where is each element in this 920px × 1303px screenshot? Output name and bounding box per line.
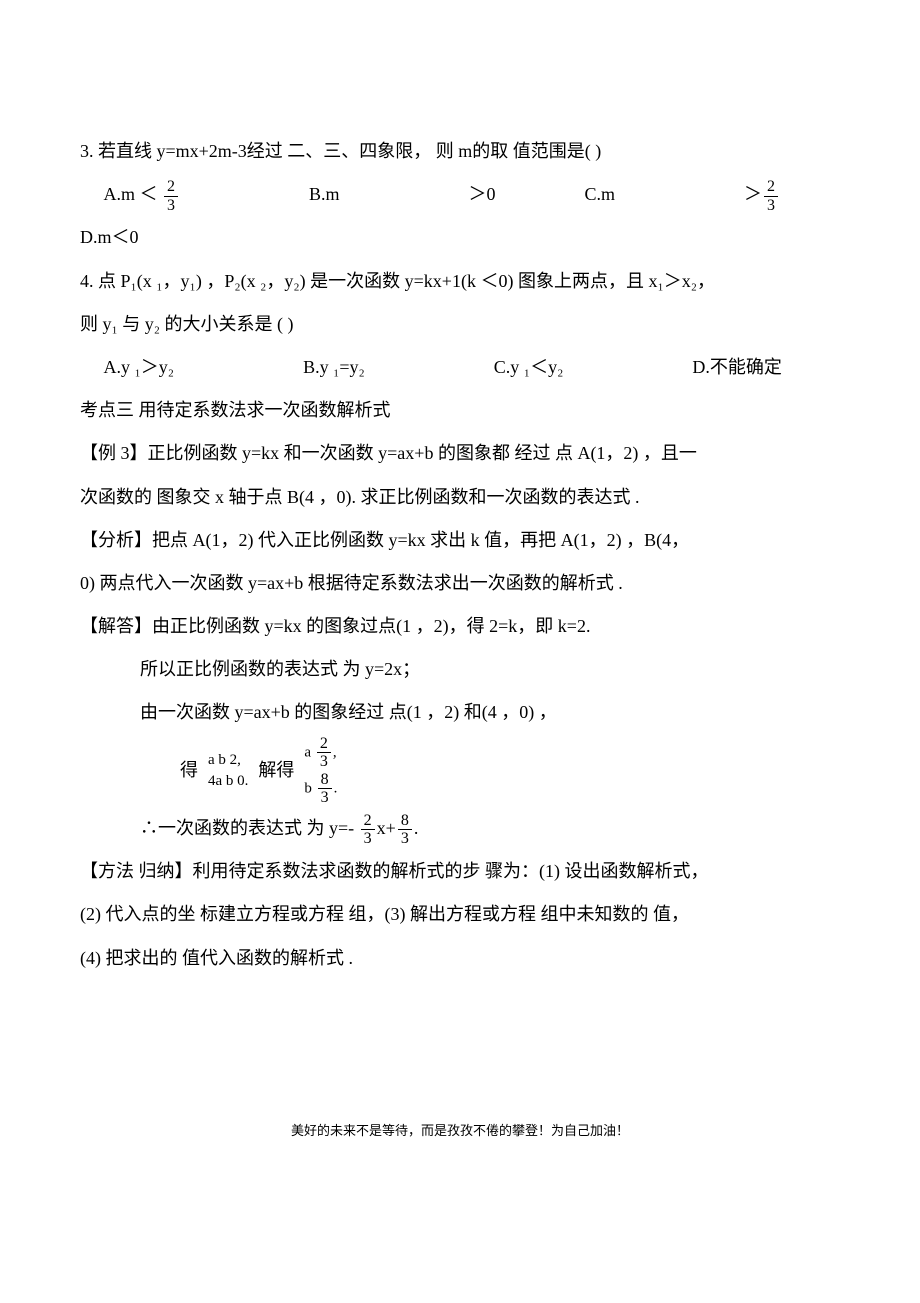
- q3-B-tail: ＞0: [469, 184, 496, 204]
- q3-A-frac: 23: [164, 178, 178, 214]
- q4-line2: 则 y₁ 与 y₂ 的大小关系是 ( ): [80, 303, 840, 346]
- ex3-l2: 次函数的 图象交 x 轴于点 B(4 ，0). 求正比例函数和一次函数的表达式 …: [80, 476, 840, 519]
- res-frac2: 83: [398, 812, 412, 848]
- ex3-result: ∴一次函数的表达式 为 y=- 23x+83.: [80, 807, 840, 850]
- eq-group-1: a b 2, 4a b 0.: [208, 750, 248, 792]
- q3-D: D.m＜0: [80, 216, 840, 259]
- ex3-solve-2: 所以正比例函数的表达式 为 y=2x；: [80, 648, 840, 691]
- q3-C-tail: ＞: [744, 184, 762, 204]
- res-frac1: 23: [361, 812, 375, 848]
- q3-C-frac: 23: [764, 178, 778, 214]
- q4-C: C.y ₁＜y₂: [494, 357, 564, 377]
- topic3-heading: 考点三 用待定系数法求一次函数解析式: [80, 389, 840, 432]
- q3-options-row1: A.m ＜ 23 B.m ＞0 C.m ＞23: [80, 173, 840, 216]
- ex3-l1: 【例 3】正比例函数 y=kx 和一次函数 y=ax+b 的图象都 经过 点 A…: [80, 432, 840, 475]
- q4-B: B.y ₁=y₂: [303, 357, 365, 377]
- q4-options: A.y ₁＞y₂ B.y ₁=y₂ C.y ₁＜y₂ D.不能确定: [80, 346, 840, 389]
- ex3-solve-3: 由一次函数 y=ax+b 的图象经过 点(1 ，2) 和(4 ，0) ，: [80, 691, 840, 734]
- ex3-analysis-1: 【分析】把点 A(1，2) 代入正比例函数 y=kx 求出 k 值，再把 A(1…: [80, 519, 840, 562]
- eq-mid: 解得: [258, 749, 294, 792]
- q3-stem: 3. 若直线 y=mx+2m-3经过 二、三、四象限， 则 m的取 值范围是( …: [80, 130, 840, 173]
- q3-A-pre: A.m ＜: [104, 184, 163, 204]
- q4-line1: 4. 点 P₁(x ₁，y₁) ，P₂(x ₂，y₂) 是一次函数 y=kx+1…: [80, 260, 840, 303]
- ex3-solve-1: 【解答】由正比例函数 y=kx 的图象过点(1 ，2)，得 2=k，即 k=2.: [80, 605, 840, 648]
- q4-D: D.不能确定: [692, 357, 782, 377]
- eq-group-2: a 23, b 83.: [304, 735, 337, 807]
- eq-lead: 得: [180, 749, 198, 792]
- ex3-eq-block: 得 a b 2, 4a b 0. 解得 a 23, b 83.: [80, 735, 840, 807]
- method-l2: (2) 代入点的坐 标建立方程或方程 组，(3) 解出方程或方程 组中未知数的 …: [80, 893, 840, 936]
- q4-A: A.y ₁＞y₂: [104, 357, 175, 377]
- ex3-analysis-2: 0) 两点代入一次函数 y=ax+b 根据待定系数法求出一次函数的解析式 .: [80, 562, 840, 605]
- method-l1: 【方法 归纳】利用待定系数法求函数的解析式的步 骤为：(1) 设出函数解析式，: [80, 850, 840, 893]
- method-l3: (4) 把求出的 值代入函数的解析式 .: [80, 937, 840, 980]
- q3-B: B.m: [309, 184, 340, 204]
- q3-C: C.m: [585, 184, 616, 204]
- page-footer: 美好的未来不是等待，而是孜孜不倦的攀登！为自己加油！: [80, 1120, 840, 1139]
